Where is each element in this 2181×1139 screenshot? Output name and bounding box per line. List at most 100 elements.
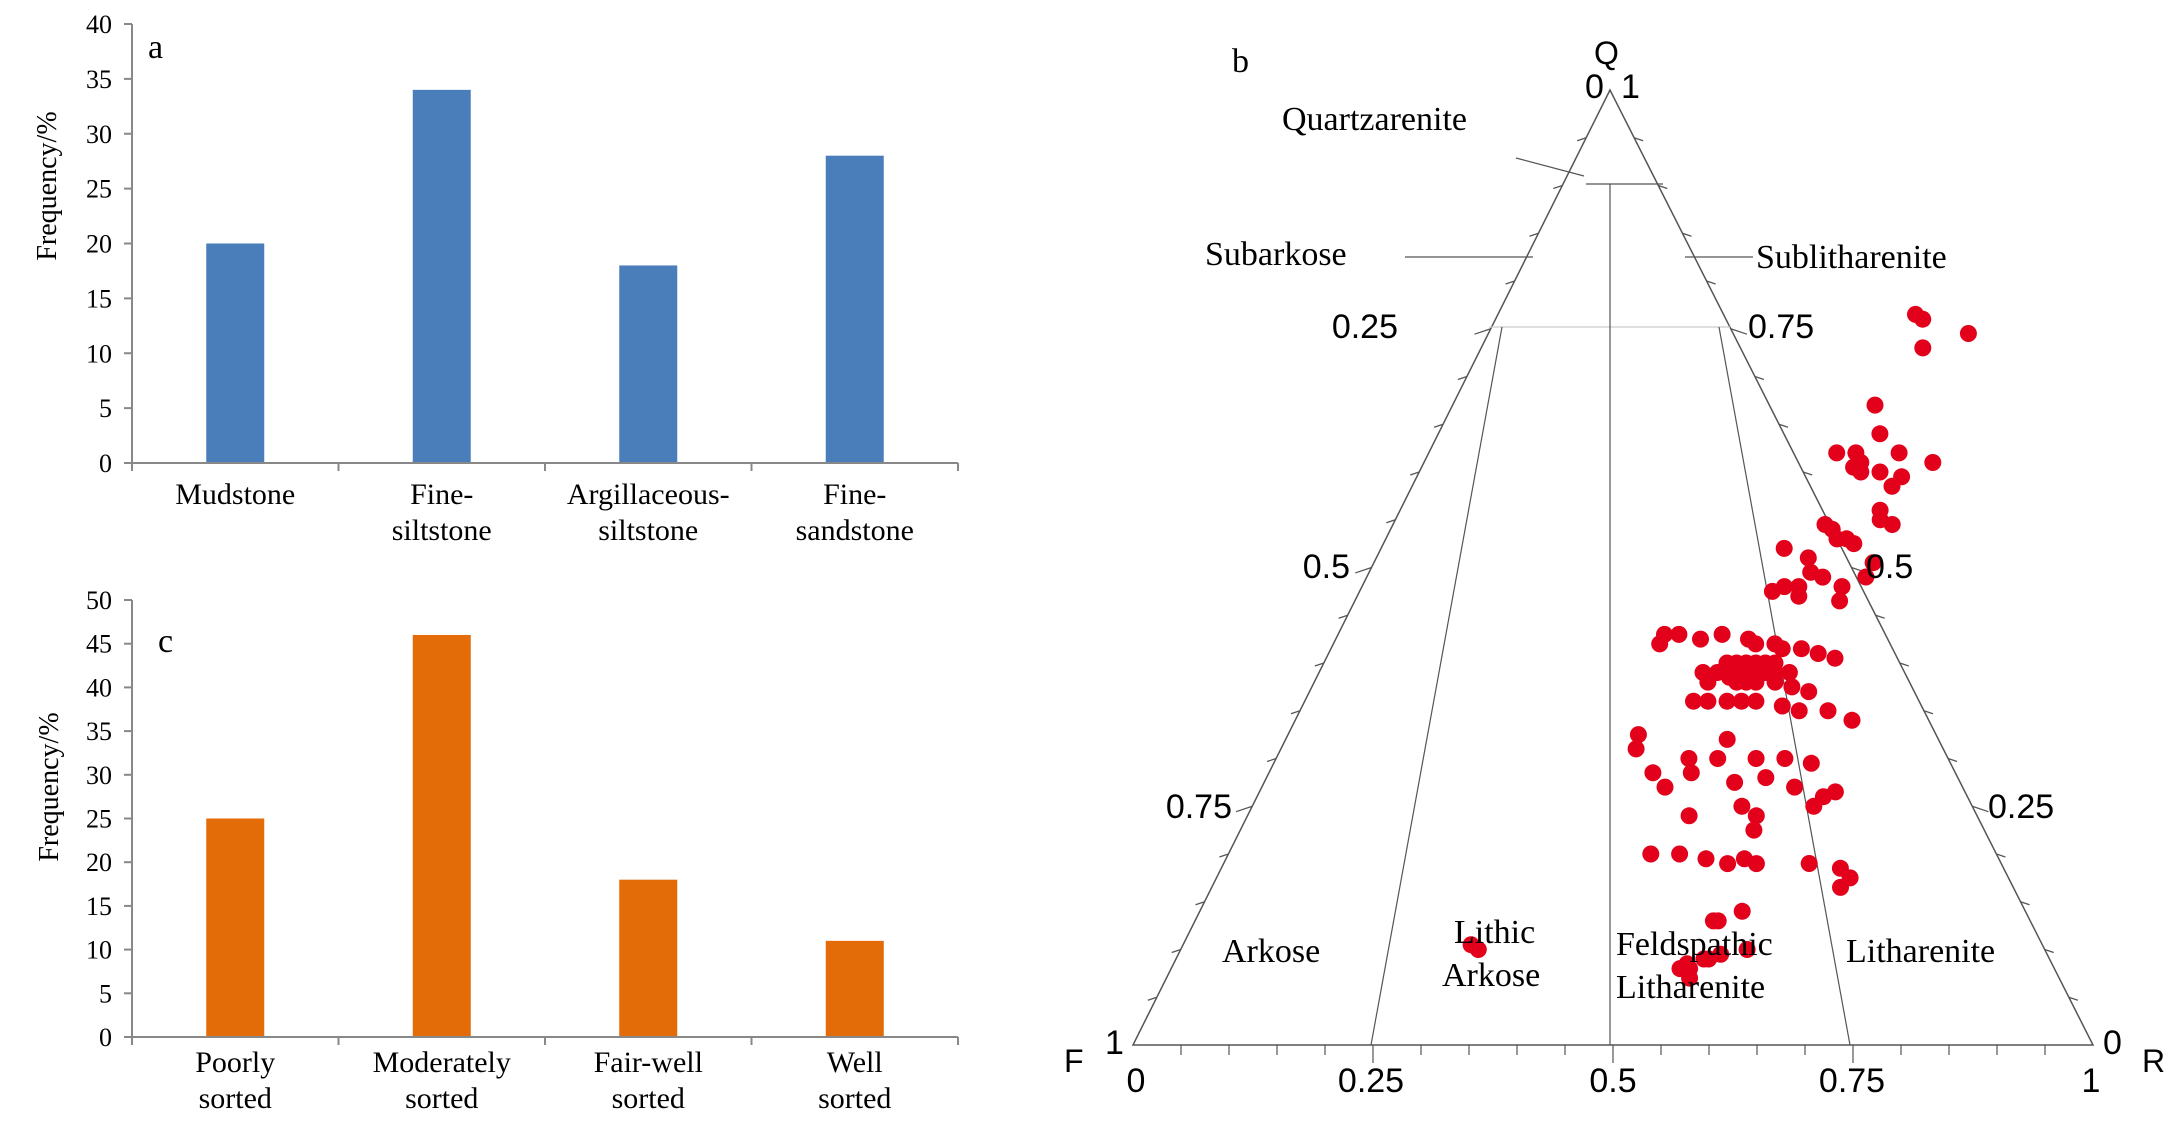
ternary-point	[1670, 625, 1688, 643]
ternary-point	[1799, 549, 1817, 567]
ternary-point	[1883, 477, 1901, 495]
ternary-point	[1832, 878, 1849, 896]
ternary-point	[1678, 955, 1696, 973]
corner-q-right: 1	[1621, 68, 1640, 106]
ternary-point	[1718, 692, 1736, 710]
ternary-tick	[1195, 901, 1205, 906]
ternary-tick	[1457, 375, 1468, 381]
ternary-tick	[1474, 328, 1491, 335]
chart-a-category-label: siltstone	[598, 514, 698, 547]
bottom-tick-2: 0.25	[1338, 1062, 1404, 1100]
ternary-point	[1747, 635, 1765, 653]
ternary-point	[1733, 902, 1751, 920]
bottom-tick-5: 1	[2082, 1062, 2101, 1100]
ternary-point	[1809, 645, 1827, 662]
ternary-point	[1780, 664, 1798, 681]
ternary-tick	[1706, 280, 1716, 285]
chart-a-bar	[825, 155, 884, 463]
ternary-tick	[1171, 948, 1181, 954]
ternary-point	[1747, 692, 1765, 710]
chart-a-ytick-label: 40	[86, 10, 112, 39]
bottom-tick-4: 0.75	[1819, 1062, 1885, 1100]
ternary-point	[1914, 310, 1932, 328]
chart-c-bar	[619, 879, 678, 1037]
leader-quartzarenite	[1515, 157, 1585, 177]
ternary-tick	[1923, 710, 1934, 715]
ternary-point	[1680, 807, 1698, 825]
chart-c-category-label: Well	[827, 1046, 883, 1079]
ternary-point	[1800, 855, 1818, 872]
chart-c-ytick-label: 50	[86, 586, 112, 615]
ternary-point	[1826, 649, 1844, 667]
ternary-point	[1871, 463, 1889, 481]
ternary-point	[1733, 692, 1750, 710]
chart-a-ytick-label: 15	[86, 284, 112, 313]
ternary-tick	[1730, 328, 1748, 335]
ternary-point	[1738, 941, 1756, 958]
bottom-tick-1: 0	[1127, 1062, 1146, 1100]
chart-c-ylabel: Frequency/%	[34, 712, 65, 861]
ternary-point	[1800, 683, 1818, 701]
right-tick-1: 0.75	[1748, 308, 1814, 346]
ternary-point	[1766, 673, 1784, 691]
ternary-point	[1763, 582, 1781, 600]
ternary-point	[1852, 463, 1870, 481]
ternary-point	[1656, 778, 1674, 796]
ternary-point	[1642, 845, 1660, 863]
ternary-tick	[1266, 757, 1277, 763]
ternary-point	[1651, 635, 1669, 653]
ternary-point	[1773, 697, 1791, 715]
ternary-point	[1700, 950, 1718, 968]
chart-a-bar	[206, 243, 265, 463]
ternary-point	[1682, 764, 1700, 782]
chart-a-ytick-label: 0	[99, 449, 112, 478]
right-tick-3: 0.25	[1988, 788, 2054, 826]
chart-c-category-label: sorted	[612, 1082, 685, 1115]
ternary-point	[1685, 692, 1702, 710]
ternary-point	[1864, 554, 1882, 572]
ternary-point	[1866, 396, 1884, 414]
ternary-point	[1802, 754, 1820, 772]
ternary-tick	[1682, 232, 1692, 237]
chart-c-category-label: Fair-well	[594, 1046, 703, 1079]
ternary-point	[1699, 692, 1717, 710]
field-feldspathic-litharenite-2: Litharenite	[1616, 969, 1765, 1006]
ternary-point	[1776, 750, 1794, 767]
chart-c-ytick-label: 5	[99, 979, 112, 1008]
ternary-point	[1871, 425, 1889, 443]
chart-c-category-label: Moderately	[373, 1046, 511, 1079]
ternary-point	[1704, 912, 1722, 930]
ternary-point	[1757, 769, 1775, 787]
ternary-point	[1713, 625, 1731, 643]
panel-a-label: a	[148, 29, 163, 66]
chart-a-ytick-label: 25	[86, 175, 112, 204]
chart-a-category-label: Fine-	[410, 478, 473, 511]
chart-c-bar	[825, 940, 884, 1037]
ternary-tick	[1658, 184, 1668, 190]
vertex-f: F	[1064, 1043, 1084, 1079]
ternary-point	[1883, 516, 1901, 533]
ternary-point	[1747, 855, 1765, 873]
ternary-tick	[2068, 996, 2079, 1001]
panel-c-label: c	[158, 623, 173, 660]
ternary-point	[1814, 568, 1832, 586]
chart-c-category-label: Poorly	[195, 1046, 275, 1079]
ternary-tick	[1778, 423, 1789, 428]
ternary-point	[1747, 807, 1765, 825]
chart-c-bar	[412, 634, 471, 1037]
chart-a: a Frequency/% 0 5 10 15 20 25 30 35 40 Mudstone F…	[32, 10, 959, 547]
ternary-tick	[2044, 948, 2054, 954]
chart-a-ytick-label: 20	[86, 230, 112, 259]
corner-r: 0	[2103, 1024, 2122, 1062]
ternary-tick	[1235, 805, 1253, 813]
ternary-tick	[1314, 662, 1324, 667]
chart-c-ytick-label: 45	[86, 630, 112, 659]
ternary-tick	[1553, 184, 1563, 190]
chart-b-ternary: b Quartzarenite Subarkose Sublitharenite…	[1064, 35, 2165, 1100]
ternary-point	[1831, 592, 1849, 610]
ternary-tick	[1147, 996, 1158, 1001]
chart-c-ytick-label: 20	[86, 848, 112, 877]
left-tick-1: 0.25	[1332, 308, 1398, 346]
ternary-point	[1709, 750, 1727, 767]
